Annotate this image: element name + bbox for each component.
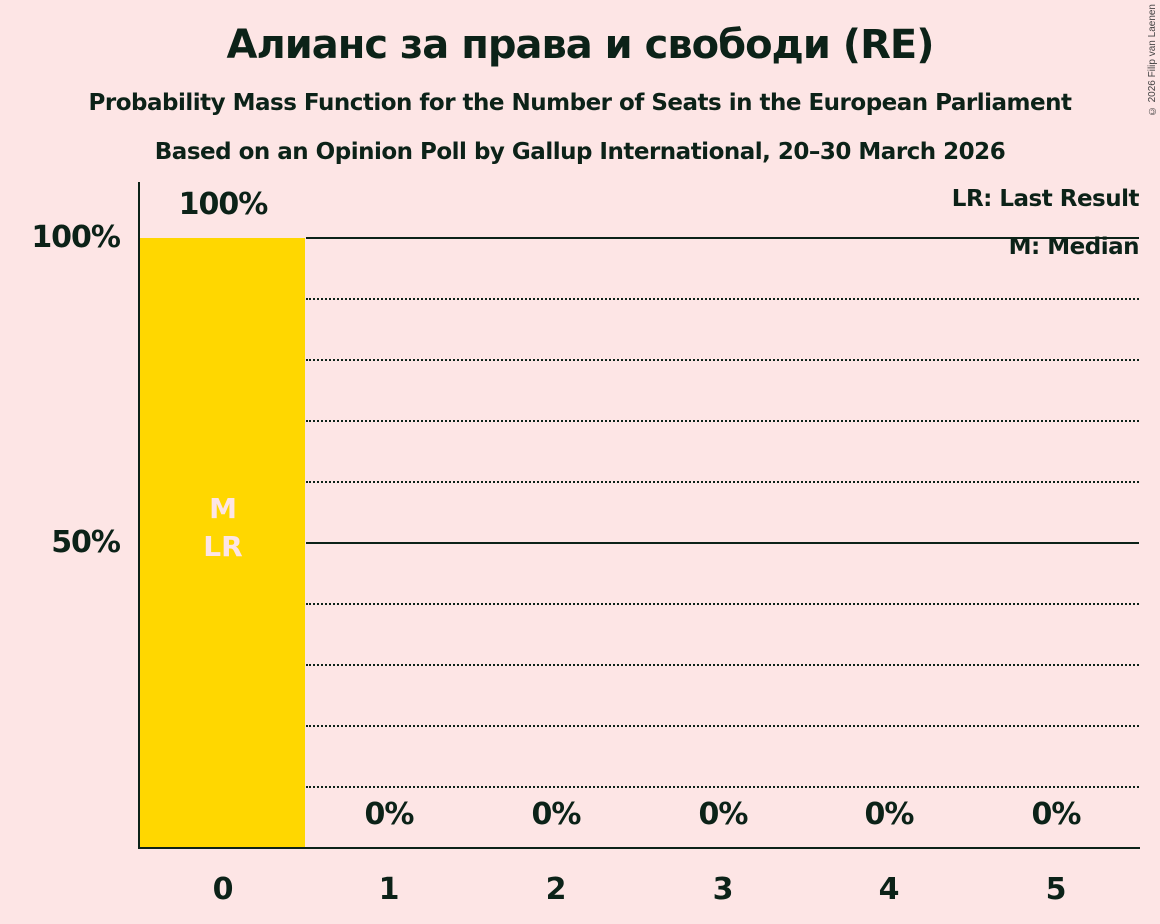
y-tick-100: 100% bbox=[31, 220, 121, 255]
gridline-90 bbox=[306, 298, 1139, 300]
bar-0-seats bbox=[140, 238, 305, 848]
gridline-80 bbox=[306, 359, 1139, 361]
x-tick-1: 1 bbox=[378, 872, 400, 907]
gridline-20 bbox=[306, 725, 1139, 727]
x-tick-5: 5 bbox=[1045, 872, 1067, 907]
bar-label-5: 0% bbox=[1031, 797, 1082, 832]
gridline-30 bbox=[306, 664, 1139, 666]
gridline-40 bbox=[306, 603, 1139, 605]
median-marker: M bbox=[209, 492, 237, 525]
y-axis bbox=[138, 182, 140, 849]
gridline-10 bbox=[306, 786, 1139, 788]
x-tick-0: 0 bbox=[212, 872, 234, 907]
bar-label-4: 0% bbox=[864, 797, 915, 832]
y-tick-50: 50% bbox=[51, 525, 121, 560]
chart-source: Based on an Opinion Poll by Gallup Inter… bbox=[154, 139, 1006, 165]
last-result-marker: LR bbox=[203, 530, 243, 563]
x-tick-4: 4 bbox=[878, 872, 900, 907]
legend-last-result: LR: Last Result bbox=[951, 186, 1140, 212]
x-tick-2: 2 bbox=[545, 872, 567, 907]
bar-label-1: 0% bbox=[364, 797, 415, 832]
chart-title: Алианс за права и свободи (RE) bbox=[226, 22, 934, 68]
gridline-70 bbox=[306, 420, 1139, 422]
x-tick-3: 3 bbox=[712, 872, 734, 907]
copyright: © 2026 Filip van Laenen bbox=[1147, 4, 1158, 117]
chart-subtitle: Probability Mass Function for the Number… bbox=[88, 90, 1072, 116]
bar-label-3: 0% bbox=[698, 797, 749, 832]
x-axis bbox=[138, 847, 1140, 849]
gridline-100 bbox=[306, 237, 1139, 239]
gridline-60 bbox=[306, 481, 1139, 483]
gridline-50 bbox=[306, 542, 1139, 544]
bar-label-0: 100% bbox=[178, 187, 269, 222]
bar-label-2: 0% bbox=[531, 797, 582, 832]
